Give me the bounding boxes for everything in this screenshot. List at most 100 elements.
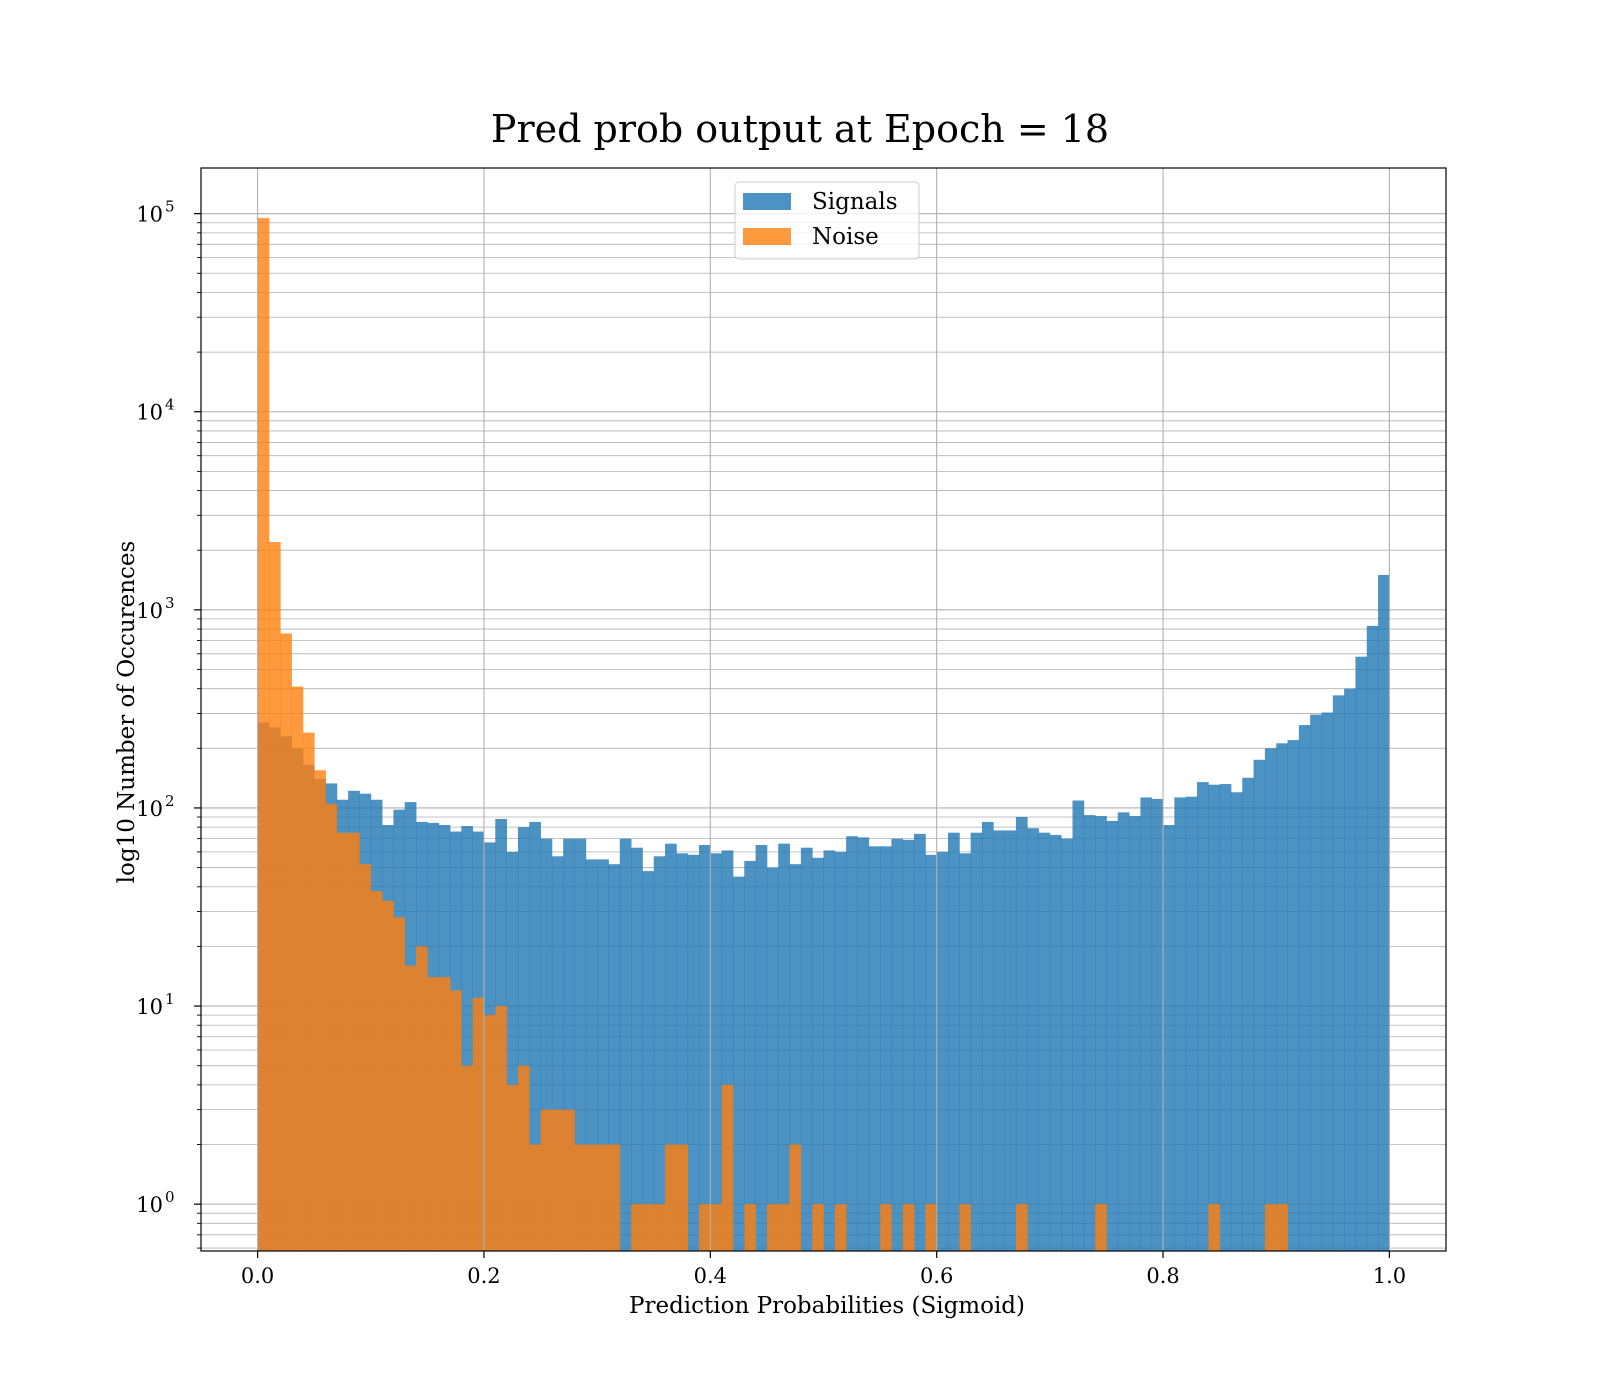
noise-bar [631, 1204, 643, 1251]
signals-bar [653, 856, 666, 1251]
noise-bar [268, 542, 281, 1251]
noise-bar [382, 900, 394, 1251]
signals-bar [891, 838, 904, 1251]
signals-bar [1163, 825, 1175, 1251]
noise-bar [348, 832, 360, 1251]
signals-bar [1083, 815, 1096, 1251]
plot-frame [200, 167, 1447, 1252]
noise-bar [653, 1204, 666, 1251]
signals-bar [687, 854, 700, 1251]
x-tick-label: 0.6 [920, 1264, 953, 1288]
signals-bar [766, 867, 779, 1251]
signals-bar [574, 838, 587, 1251]
y-tick-label: 10 [136, 599, 163, 623]
noise-bar [574, 1144, 587, 1251]
signals-bar [1095, 816, 1107, 1251]
signals-bar [597, 859, 609, 1251]
noise-bar [483, 1015, 496, 1251]
signals-bar [1276, 743, 1288, 1251]
noise-bar [721, 1084, 734, 1251]
signals-bar [608, 864, 621, 1251]
noise-bar [665, 1144, 677, 1251]
legend-swatch-signals [743, 193, 791, 210]
noise-bar [563, 1109, 575, 1251]
signals-bar [1027, 828, 1039, 1251]
signals-bar [732, 876, 745, 1251]
noise-bar [370, 891, 383, 1251]
signals-bar [846, 836, 858, 1251]
noise-bar [529, 1144, 541, 1251]
signals-bar [834, 851, 847, 1251]
noise-bar [336, 832, 349, 1251]
signals-bar [1344, 688, 1356, 1251]
noise-bar [812, 1204, 824, 1251]
noise-bar [438, 977, 451, 1251]
noise-bar [416, 946, 428, 1251]
signals-bar [1230, 792, 1243, 1251]
signals-bar [1298, 725, 1311, 1251]
signals-bar [461, 826, 474, 1251]
signals-bar [1253, 759, 1266, 1251]
signals-bar [1310, 714, 1322, 1251]
signals-bar [778, 843, 790, 1251]
signals-bar [1049, 835, 1062, 1251]
signals-bar [880, 846, 892, 1251]
x-tick-label: 0.4 [694, 1264, 727, 1288]
noise-bar [585, 1144, 598, 1251]
legend-label-noise: Noise [812, 224, 879, 250]
signals-bar [755, 845, 768, 1251]
noise-bar [778, 1204, 790, 1251]
noise-bars [257, 218, 1288, 1252]
noise-bar [1015, 1204, 1028, 1251]
signals-bar [540, 838, 553, 1251]
noise-bar [642, 1204, 655, 1251]
noise-bar [959, 1204, 972, 1251]
noise-bar [1276, 1204, 1288, 1251]
chart-title: Pred prob output at Epoch = 18 [491, 107, 1109, 151]
signals-bar [1106, 820, 1119, 1251]
noise-bar [359, 864, 372, 1251]
y-tick-exponent: 4 [165, 396, 175, 414]
signals-bar [970, 832, 983, 1251]
signals-bar [585, 859, 598, 1251]
y-tick-label: 10 [136, 203, 163, 227]
signals-bar [1174, 797, 1187, 1251]
legend-swatch-noise [743, 228, 791, 245]
signals-bar [868, 846, 881, 1251]
noise-bar [404, 965, 417, 1251]
signals-bar [551, 856, 564, 1251]
signals-bar [721, 850, 734, 1251]
signals-bar [1015, 817, 1028, 1251]
signals-bar [1355, 656, 1368, 1251]
signals-bar [1129, 816, 1141, 1251]
signals-bar [1061, 838, 1073, 1251]
noise-bar [280, 633, 292, 1251]
signals-bar [925, 854, 938, 1251]
y-axis-label: log10 Number of Occurences [114, 541, 140, 884]
signals-bar [1072, 800, 1085, 1251]
noise-bar [902, 1204, 915, 1251]
y-tick-label: 10 [136, 797, 163, 821]
signals-bar [993, 830, 1005, 1251]
noise-bar [302, 732, 315, 1251]
signals-bar [1208, 784, 1221, 1251]
noise-bar [495, 1006, 507, 1251]
y-tick-exponent: 5 [165, 198, 175, 216]
noise-bar [1208, 1204, 1221, 1251]
signals-bar [699, 845, 711, 1251]
x-axis-ticks: 0.0 0.2 0.4 0.6 0.8 1.0 [241, 1251, 1406, 1288]
y-tick-label: 10 [136, 1193, 163, 1217]
noise-bar [517, 1065, 530, 1251]
signals-bar [642, 871, 655, 1251]
noise-bar [472, 997, 485, 1251]
signals-bar [619, 838, 632, 1251]
y-tick-exponent: 3 [165, 594, 175, 612]
signals-bar [1151, 798, 1164, 1251]
signals-bar [1242, 777, 1254, 1251]
signals-bar [914, 833, 926, 1251]
y-tick-label: 10 [136, 995, 163, 1019]
signals-bar [563, 838, 575, 1251]
noise-bar [676, 1144, 689, 1251]
signals-bar [1117, 812, 1130, 1251]
